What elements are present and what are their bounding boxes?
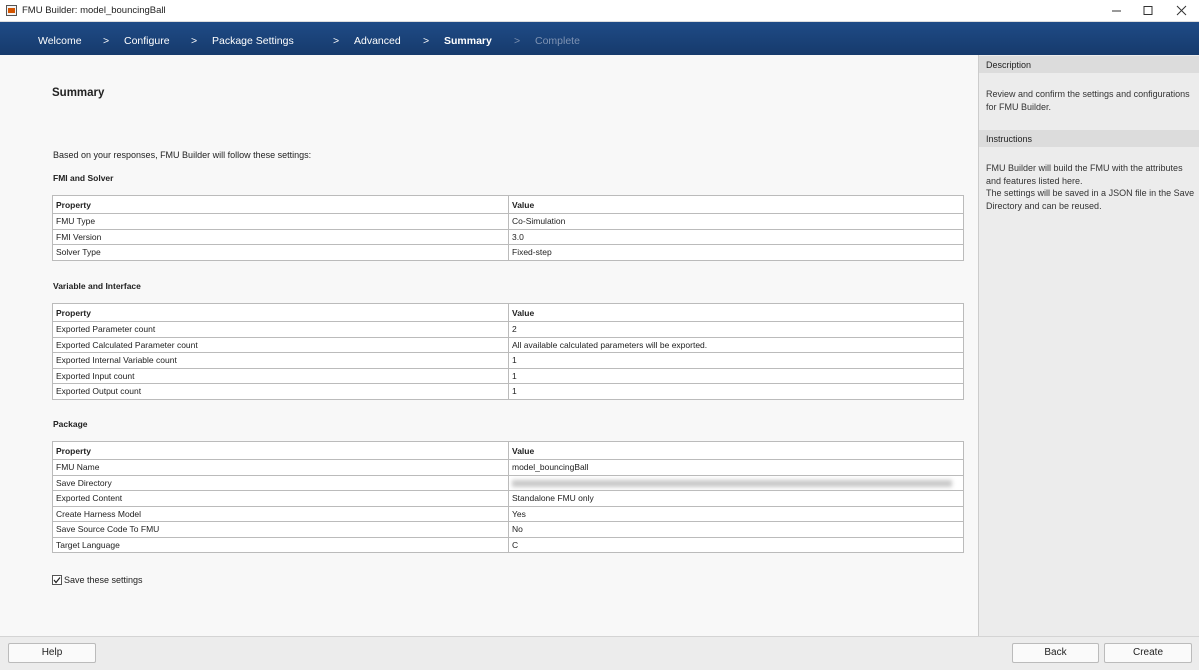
table-row: Exported Input count 1 <box>52 367 964 384</box>
table-cell: FMU Type <box>52 213 509 230</box>
wizard-nav: Welcome Configure > Package Settings > Advanc… <box>0 22 1199 55</box>
table-cell <box>508 474 964 491</box>
nav-separator: > <box>333 35 340 47</box>
nav-separator: > <box>103 35 110 47</box>
settings-table: Property Value FMU Name model_bouncingBall S… <box>52 441 964 553</box>
section-title: FMI and Solver <box>53 173 114 183</box>
column-header: Property <box>52 195 509 214</box>
section-title: Package <box>53 419 88 429</box>
nav-step: Complete <box>535 35 580 47</box>
table-row: Exported Content Standalone FMU only <box>52 490 964 507</box>
side-panel: Description Review and confirm the setti… <box>978 55 1199 636</box>
nav-step[interactable]: Welcome <box>38 35 82 47</box>
nav-separator: > <box>514 35 521 47</box>
table-cell: FMU Name <box>52 459 509 476</box>
table-cell: All available calculated parameters will… <box>508 336 964 353</box>
table-row: Solver Type Fixed-step <box>52 244 964 261</box>
table-row: Exported Calculated Parameter count All a… <box>52 336 964 353</box>
table-cell: Standalone FMU only <box>508 490 964 507</box>
table-cell: Save Directory <box>52 474 509 491</box>
table-row: Target Language C <box>52 536 964 553</box>
table-cell: Create Harness Model <box>52 505 509 522</box>
table-cell: 1 <box>508 367 964 384</box>
nav-separator: > <box>191 35 198 47</box>
checkbox-label: Save these settings <box>64 575 143 585</box>
table-row: FMU Name model_bouncingBall <box>52 459 964 476</box>
table-cell: Co-Simulation <box>508 213 964 230</box>
table-cell: Fixed-step <box>508 244 964 261</box>
intro-text: Based on your responses, FMU Builder wil… <box>53 150 312 160</box>
column-header: Property <box>52 303 509 322</box>
table-cell: No <box>508 521 964 538</box>
create-button[interactable]: Create <box>1104 643 1192 663</box>
nav-separator: > <box>423 35 430 47</box>
app-icon <box>6 5 17 16</box>
title-bar: FMU Builder: model_bouncingBall <box>0 0 1199 22</box>
help-button[interactable]: Help <box>8 643 96 663</box>
table-row: FMI Version 3.0 <box>52 228 964 245</box>
nav-step[interactable]: Package Settings <box>212 35 294 47</box>
button-bar: Help Back Create <box>0 636 1199 670</box>
table-cell: Exported Parameter count <box>52 321 509 338</box>
nav-step[interactable]: Configure <box>124 35 170 47</box>
column-header: Property <box>52 441 509 460</box>
table-row: Save Source Code To FMU No <box>52 521 964 538</box>
panel-paragraph: FMU Builder will build the FMU with the … <box>986 163 1183 186</box>
column-header: Value <box>508 195 964 214</box>
save-settings[interactable]: Save these settings <box>52 575 143 585</box>
table-cell: 3.0 <box>508 228 964 245</box>
table-row: FMU Type Co-Simulation <box>52 213 964 230</box>
instructions-text: FMU Builder will build the FMU with the … <box>986 162 1196 212</box>
table-cell: 1 <box>508 383 964 400</box>
table-row: Create Harness Model Yes <box>52 505 964 522</box>
table-cell: Yes <box>508 505 964 522</box>
table-cell: model_bouncingBall <box>508 459 964 476</box>
table-cell: C <box>508 536 964 553</box>
table-cell: Save Source Code To FMU <box>52 521 509 538</box>
description-header: Description <box>979 56 1199 73</box>
table-cell: Exported Internal Variable count <box>52 352 509 369</box>
instructions-header: Instructions <box>979 130 1199 147</box>
table-cell: Solver Type <box>52 244 509 261</box>
settings-table: Property Value FMU Type Co-Simulation FMI Ve… <box>52 195 964 261</box>
section-title: Variable and Interface <box>53 281 141 291</box>
window-controls[interactable] <box>1100 0 1199 22</box>
column-header: Value <box>508 441 964 460</box>
back-button[interactable]: Back <box>1012 643 1099 663</box>
table-cell: FMI Version <box>52 228 509 245</box>
column-header: Value <box>508 303 964 322</box>
panel-paragraph: The settings will be saved in a JSON fil… <box>986 188 1195 211</box>
table-cell: Target Language <box>52 536 509 553</box>
table-cell: Exported Input count <box>52 367 509 384</box>
table-cell: 1 <box>508 352 964 369</box>
settings-table: Property Value Exported Parameter count 2 Ex… <box>52 303 964 400</box>
table-row: Save Directory <box>52 474 964 491</box>
table-row: Exported Internal Variable count 1 <box>52 352 964 369</box>
page-title: Summary <box>52 87 105 99</box>
redacted-value <box>512 480 952 487</box>
checkbox[interactable] <box>52 575 62 585</box>
window-title: FMU Builder: model_bouncingBall <box>22 5 166 16</box>
description-text: Review and confirm the settings and conf… <box>986 88 1196 113</box>
table-cell: Exported Output count <box>52 383 509 400</box>
table-cell: Exported Content <box>52 490 509 507</box>
main-panel: Summary Based on your responses, FMU Bui… <box>0 55 978 636</box>
header-row: Property Value <box>52 303 964 322</box>
table-row: Exported Parameter count 2 <box>52 321 964 338</box>
header-row: Property Value <box>52 195 964 214</box>
nav-step[interactable]: Advanced <box>354 35 401 47</box>
panel-paragraph: Review and confirm the settings and conf… <box>986 89 1190 112</box>
table-cell: Exported Calculated Parameter count <box>52 336 509 353</box>
header-row: Property Value <box>52 441 964 460</box>
nav-step[interactable]: Summary <box>444 35 492 47</box>
table-cell: 2 <box>508 321 964 338</box>
table-row: Exported Output count 1 <box>52 383 964 400</box>
